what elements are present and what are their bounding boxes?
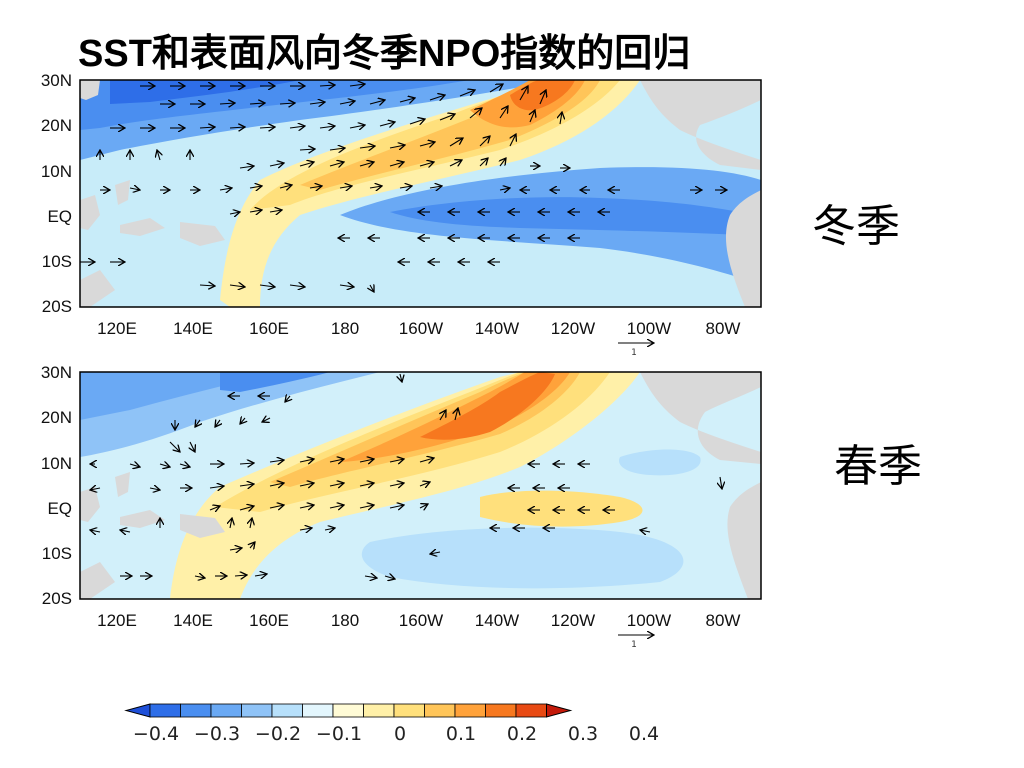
x-label: 100W: [627, 611, 671, 630]
y-label: 10N: [41, 454, 72, 473]
season-label-spring: 春季: [834, 441, 922, 492]
colorbar-tick: −0.3: [194, 723, 240, 745]
y-label: 20S: [42, 297, 72, 316]
colorbar-tick: −0.2: [255, 723, 301, 745]
colorbar-tick: 0.4: [629, 723, 659, 745]
y-label: 10S: [42, 252, 72, 271]
map-winter: 30N 20N 10N EQ 10S 20S 120E 140E 160E 18…: [41, 71, 762, 358]
x-label: 140W: [475, 319, 519, 338]
colorbar-svg: −0.4 −0.3 −0.2 −0.1 0 0.1 0.2 0.3 0.4: [124, 703, 659, 745]
colorbar-box: [515, 703, 547, 718]
y-label: 20N: [41, 408, 72, 427]
page-title: SST和表面风向冬季NPO指数的回归: [78, 33, 691, 75]
colorbar-tick: 0.1: [446, 723, 476, 745]
reference-vector-spring: 1: [618, 635, 654, 650]
colorbar-box: [302, 703, 334, 718]
season-label-winter: 冬季: [812, 201, 900, 252]
y-label: 20S: [42, 589, 72, 608]
x-label: 160W: [399, 611, 443, 630]
colorbar-extend-low: [124, 703, 151, 718]
svg-text:1: 1: [631, 348, 637, 358]
colorbar-box: [363, 703, 395, 718]
panel-spring: 30N 20N 10N EQ 10S 20S 120E 140E 160E 18…: [0, 292, 1024, 652]
x-label: 80W: [706, 611, 741, 630]
y-axis-winter: 30N 20N 10N EQ 10S 20S: [41, 71, 72, 316]
y-label: EQ: [47, 207, 72, 226]
colorbar-tick: 0.3: [568, 723, 598, 745]
y-label: 10N: [41, 162, 72, 181]
panel-winter: 30N 20N 10N EQ 10S 20S 120E 140E 160E 18…: [0, 0, 1024, 360]
colorbar-box: [241, 703, 273, 718]
wind-vectors-winter: [80, 84, 727, 292]
y-label: 30N: [41, 363, 72, 382]
colorbar-box: [485, 703, 517, 718]
x-label: 160E: [249, 611, 289, 630]
colorbar-extend-high: [546, 703, 573, 718]
x-label: 140E: [173, 611, 213, 630]
x-label: 160E: [249, 319, 289, 338]
x-label: 140E: [173, 319, 213, 338]
x-label: 120E: [97, 611, 137, 630]
x-label: 180: [331, 319, 359, 338]
x-label: 180: [331, 611, 359, 630]
colorbar-tick: 0: [394, 723, 406, 745]
colorbar-box: [393, 703, 425, 718]
map-spring: 30N 20N 10N EQ 10S 20S 120E 140E 160E 18…: [41, 363, 762, 650]
x-axis-spring: 120E 140E 160E 180 160W 140W 120W 100W 8…: [97, 611, 740, 630]
colorbar-box: [210, 703, 242, 718]
colorbar: −0.4 −0.3 −0.2 −0.1 0 0.1 0.2 0.3 0.4: [120, 700, 690, 755]
x-label: 120W: [551, 611, 595, 630]
x-label: 100W: [627, 319, 671, 338]
y-label: 30N: [41, 71, 72, 90]
x-label: 80W: [706, 319, 741, 338]
y-label: 20N: [41, 116, 72, 135]
y-axis-spring: 30N 20N 10N EQ 10S 20S: [41, 363, 72, 608]
y-label: 10S: [42, 544, 72, 563]
y-label: EQ: [47, 499, 72, 518]
x-label: 140W: [475, 611, 519, 630]
svg-text:1: 1: [631, 640, 637, 650]
wind-vectors-spring: [90, 373, 722, 579]
x-axis-winter: 120E 140E 160E 180 160W 140W 120W 100W 8…: [97, 319, 740, 338]
colorbar-box: [454, 703, 486, 718]
colorbar-box: [180, 703, 212, 718]
colorbar-tick: 0.2: [507, 723, 537, 745]
x-label: 160W: [399, 319, 443, 338]
colorbar-box: [149, 703, 181, 718]
x-label: 120W: [551, 319, 595, 338]
colorbar-tick: −0.4: [133, 723, 179, 745]
colorbar-box: [271, 703, 303, 718]
colorbar-box: [332, 703, 364, 718]
x-label: 120E: [97, 319, 137, 338]
colorbar-tick: −0.1: [316, 723, 362, 745]
colorbar-box: [424, 703, 456, 718]
reference-vector-winter: 1: [618, 343, 654, 358]
